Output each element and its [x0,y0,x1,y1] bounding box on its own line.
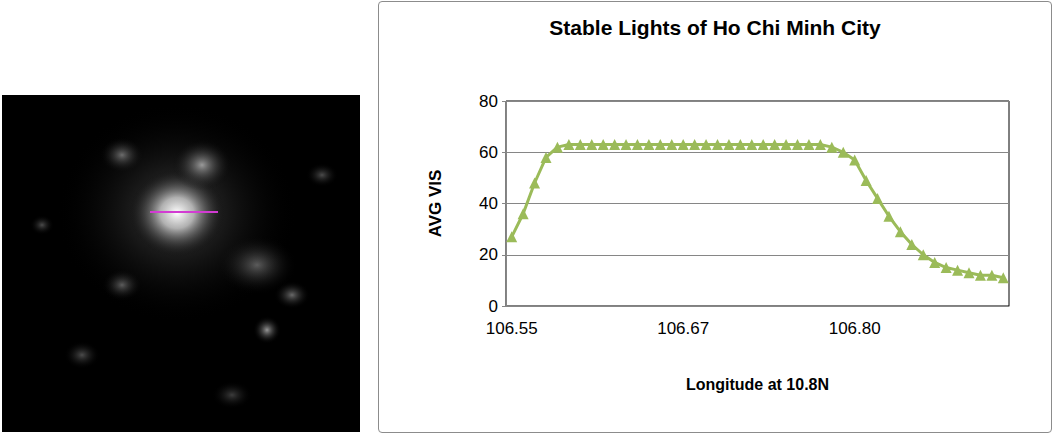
svg-text:106.80: 106.80 [829,319,881,338]
svg-text:0: 0 [489,297,498,316]
svg-text:20: 20 [479,245,498,264]
svg-text:40: 40 [479,194,498,213]
svg-text:Longitude at 10.8N: Longitude at 10.8N [686,376,829,393]
svg-text:106.55: 106.55 [486,319,538,338]
svg-text:60: 60 [479,143,498,162]
svg-text:AVG VIS: AVG VIS [426,170,445,238]
svg-text:106.67: 106.67 [657,319,709,338]
svg-text:Stable Lights of Ho Chi Minh C: Stable Lights of Ho Chi Minh City [549,16,881,39]
svg-text:80: 80 [479,92,498,111]
